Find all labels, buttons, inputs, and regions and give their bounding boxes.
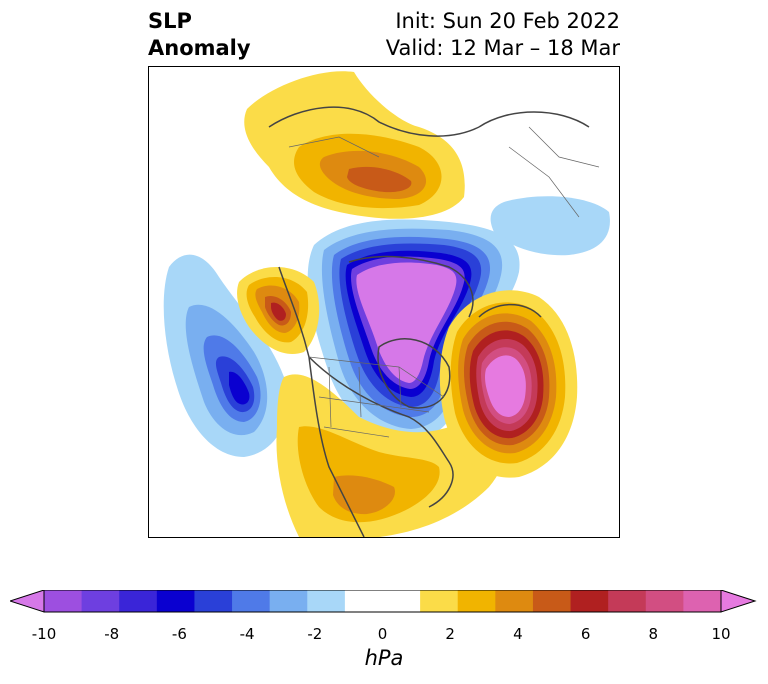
- colorbar-outline: [43, 590, 722, 613]
- colorbar-segment: [495, 590, 534, 612]
- colorbar-segment: [532, 590, 572, 612]
- colorbar-unit: hPa: [364, 646, 404, 670]
- colorbar-under-arrow: [10, 590, 45, 613]
- anomaly-map: [163, 71, 610, 537]
- map-frame[interactable]: [148, 66, 620, 538]
- colorbar-segment: [44, 590, 83, 612]
- colorbar-tick-label: 0: [377, 625, 388, 643]
- colorbar-segment: [232, 590, 271, 612]
- title-line2: Anomaly: [148, 36, 251, 60]
- title-right: Init: Sun 20 Feb 2022 Valid: 12 Mar – 18…: [386, 8, 620, 62]
- colorbar-tick-label: -2: [307, 625, 323, 643]
- colorbar-segment: [156, 590, 195, 612]
- colorbar-tick-label: 8: [648, 625, 659, 643]
- colorbar-segment: [307, 590, 346, 612]
- colorbar-tick-label: -4: [239, 625, 255, 643]
- negative-anomaly-siberia: [490, 196, 610, 256]
- borders: [288, 126, 600, 438]
- coastlines: [268, 106, 590, 537]
- title-left: SLP Anomaly: [148, 8, 251, 62]
- valid-range: Valid: 12 Mar – 18 Mar: [385, 36, 620, 60]
- negative-anomaly-pacific: [163, 254, 288, 457]
- init-date: Init: Sun 20 Feb 2022: [395, 9, 620, 33]
- colorbar: [10, 590, 757, 613]
- colorbar-tick-label: 10: [711, 625, 731, 643]
- colorbar-segment: [194, 590, 233, 612]
- colorbar-tick-label: -6: [171, 625, 187, 643]
- colorbar-tick-label: -10: [31, 625, 57, 643]
- colorbar-tick-label: 4: [513, 625, 523, 643]
- colorbar-tick-label: 6: [580, 625, 591, 643]
- colorbar-segment: [457, 590, 496, 612]
- colorbar-segment: [420, 590, 459, 612]
- positive-anomaly-atlantic: [439, 290, 578, 478]
- colorbar-segment: [683, 590, 722, 612]
- colorbar-tick-label: 2: [445, 625, 455, 643]
- colorbar-segment: [645, 590, 684, 612]
- positive-anomaly-pacific-northwest: [237, 267, 320, 355]
- colorbar-segment: [344, 590, 383, 612]
- colorbar-segment: [119, 590, 158, 612]
- colorbar-segment: [269, 590, 308, 612]
- colorbar-segment: [570, 590, 609, 612]
- colorbar-over-arrow: [720, 590, 757, 613]
- colorbar-segment: [382, 590, 421, 612]
- colorbar-segment: [608, 590, 647, 612]
- colorbar-segment: [81, 590, 120, 612]
- colorbar-segments: [44, 590, 722, 612]
- negative-anomaly-arctic: [307, 219, 520, 442]
- colorbar-tick-label: -8: [104, 625, 120, 643]
- title-line1: SLP: [148, 9, 192, 33]
